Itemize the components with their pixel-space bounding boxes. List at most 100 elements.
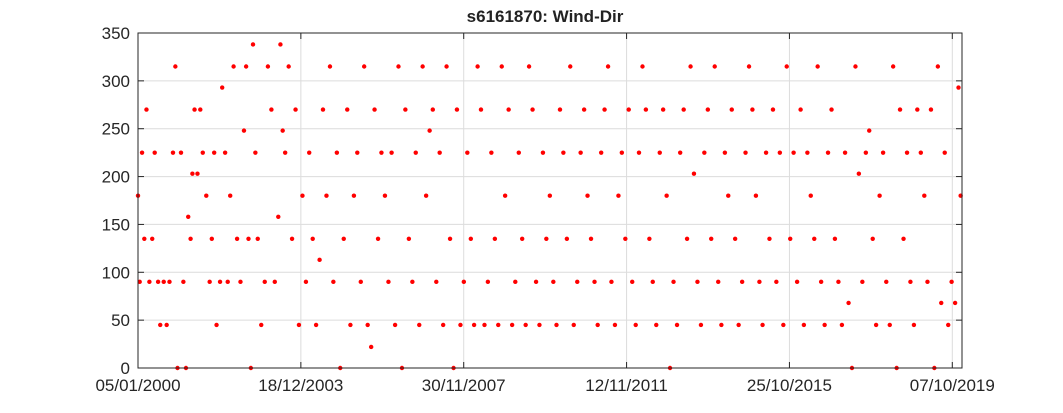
data-point [856, 171, 862, 176]
data-point [750, 107, 755, 112]
data-point [269, 107, 274, 112]
data-point [836, 279, 841, 285]
data-point [190, 171, 195, 176]
data-point [413, 150, 418, 155]
data-point [588, 236, 594, 241]
data-point [853, 64, 858, 69]
data-point [681, 107, 686, 112]
data-point [598, 150, 604, 155]
x-tick-label: 05/01/2000 [95, 376, 180, 395]
data-point [164, 322, 169, 328]
data-point [547, 193, 553, 198]
data-point [250, 42, 256, 47]
y-tick-label: 0 [121, 359, 130, 378]
data-point [736, 322, 741, 328]
data-point [664, 193, 669, 198]
y-tick-label: 200 [102, 168, 130, 187]
data-point [712, 64, 717, 69]
data-point [345, 107, 350, 112]
data-point [739, 279, 745, 285]
data-point [365, 322, 370, 328]
data-point [234, 236, 240, 241]
data-point [842, 150, 848, 155]
data-point [873, 322, 879, 328]
data-point [152, 150, 157, 155]
data-point [348, 322, 353, 328]
data-point [170, 150, 176, 155]
data-point [791, 150, 796, 155]
data-point [499, 64, 504, 69]
data-point [757, 279, 762, 285]
data-point [794, 279, 800, 285]
data-point [523, 322, 528, 328]
data-point [564, 236, 570, 241]
y-tick-label: 150 [102, 215, 130, 234]
data-point [161, 279, 166, 285]
data-point [561, 150, 566, 155]
data-point [774, 279, 779, 285]
x-axis-ticks: 05/01/2000 18/12/2003 30/11/2007 12/11/2011… [95, 33, 995, 395]
data-point [688, 64, 693, 69]
data-point [313, 322, 319, 328]
data-point [214, 322, 219, 328]
data-point [361, 64, 367, 69]
data-point [908, 279, 913, 285]
data-point [188, 236, 193, 241]
data-point [509, 322, 515, 328]
data-point [557, 107, 563, 112]
data-point [609, 279, 614, 285]
data-points [135, 42, 963, 371]
data-point [946, 322, 951, 328]
data-point [150, 236, 155, 241]
data-point [578, 150, 583, 155]
data-point [513, 279, 518, 285]
data-point [389, 150, 394, 155]
data-point [471, 322, 477, 328]
data-point [705, 107, 711, 112]
data-point [623, 236, 628, 241]
data-point [915, 107, 920, 112]
data-point [801, 322, 807, 328]
data-point [475, 64, 480, 69]
data-point [554, 322, 559, 328]
data-point [695, 279, 700, 285]
data-point [307, 150, 312, 155]
data-point [259, 322, 264, 328]
plot-area-border [137, 32, 963, 369]
data-point [825, 150, 831, 155]
data-point [331, 279, 336, 285]
data-point [351, 193, 357, 198]
data-point [355, 150, 360, 155]
data-point [605, 64, 611, 69]
data-point [660, 107, 666, 112]
data-point [396, 64, 401, 69]
data-point [225, 279, 230, 285]
data-point [417, 322, 422, 328]
data-point [278, 42, 283, 47]
data-point [540, 150, 546, 155]
data-point [829, 107, 834, 112]
data-point [238, 279, 243, 285]
y-tick-label: 350 [102, 24, 130, 43]
data-point [743, 150, 748, 155]
data-point [722, 150, 728, 155]
data-point [677, 150, 683, 155]
data-point [427, 128, 432, 133]
data-point [585, 193, 590, 198]
data-point [289, 236, 295, 241]
data-point [282, 150, 288, 155]
data-point [516, 150, 521, 155]
data-point [204, 193, 209, 198]
data-point [243, 64, 249, 69]
data-point [241, 128, 247, 133]
data-point [763, 150, 769, 155]
data-point [139, 150, 145, 155]
data-point [231, 64, 236, 69]
data-point [753, 193, 759, 198]
data-point [877, 193, 882, 198]
data-point [846, 300, 851, 306]
data-point [502, 193, 508, 198]
data-point [626, 107, 631, 112]
data-point [519, 236, 525, 241]
